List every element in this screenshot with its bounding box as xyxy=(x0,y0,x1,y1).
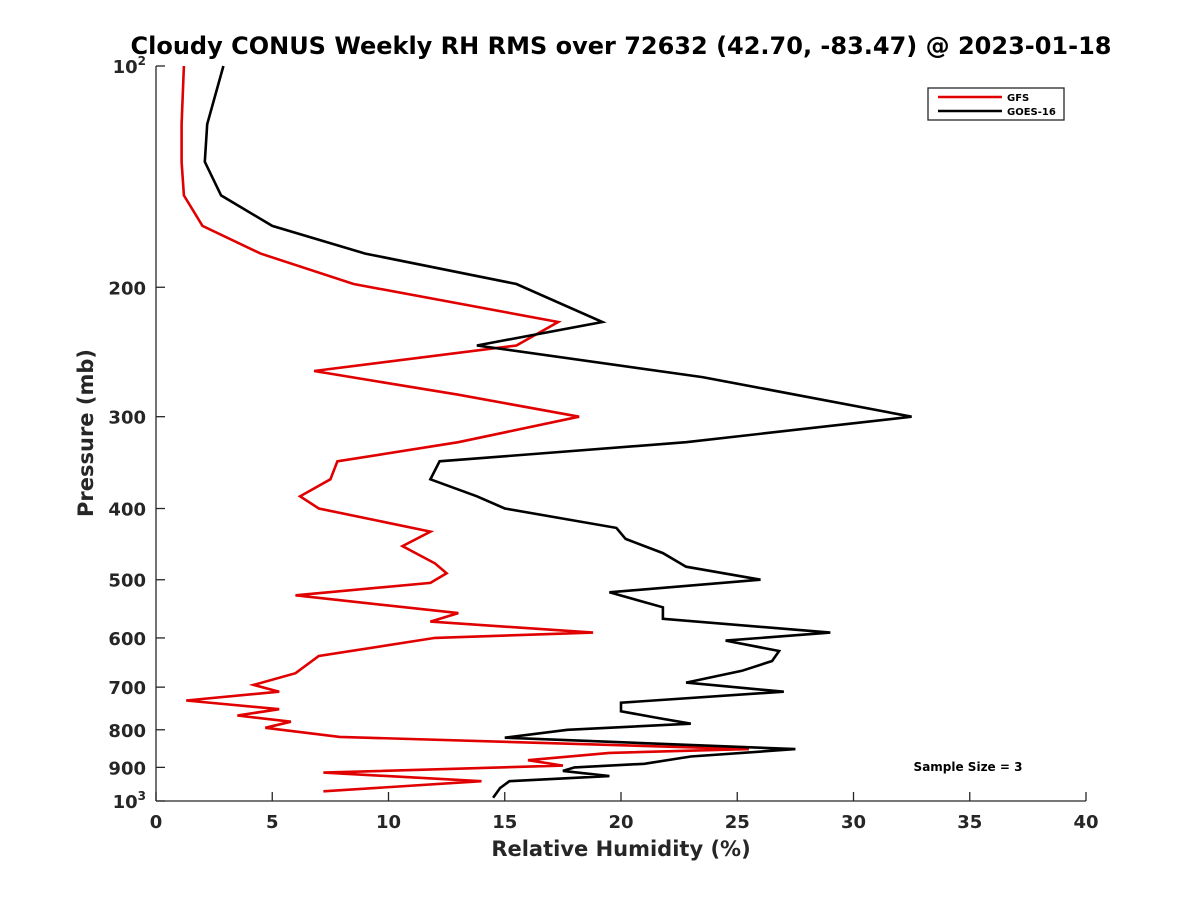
legend: GFS GOES-16 xyxy=(927,87,1065,121)
legend-label: GOES-16 xyxy=(1007,107,1056,118)
x-tick-label: 0 xyxy=(150,812,163,833)
series-lines xyxy=(180,65,912,799)
y-tick-label: 500 xyxy=(108,571,146,592)
x-axis-label: Relative Humidity (%) xyxy=(491,837,750,861)
series-line-goes-16 xyxy=(203,65,912,799)
series-line-gfs xyxy=(180,65,749,793)
y-tick-label: 800 xyxy=(108,721,146,742)
y-tick-label: 600 xyxy=(108,629,146,650)
y-tick-label: 300 xyxy=(108,408,146,429)
y-tick-base: 10 xyxy=(113,57,138,78)
y-tick-label: 700 xyxy=(108,678,146,699)
x-tick-label: 40 xyxy=(1073,812,1098,833)
x-ticks: 0 5 10 15 20 25 30 35 40 xyxy=(150,792,1099,833)
x-tick-label: 15 xyxy=(492,812,517,833)
x-tick-label: 5 xyxy=(266,812,279,833)
x-tick-label: 25 xyxy=(725,812,750,833)
x-tick-label: 30 xyxy=(841,812,866,833)
x-tick-label: 10 xyxy=(376,812,401,833)
y-tick-label: 900 xyxy=(108,758,146,779)
y-axis-label: Pressure (mb) xyxy=(74,349,98,517)
legend-box xyxy=(927,87,1065,121)
x-tick-label: 20 xyxy=(608,812,633,833)
y-tick-base: 10 xyxy=(113,792,138,813)
chart-title: Cloudy CONUS Weekly RH RMS over 72632 (4… xyxy=(131,32,1112,60)
x-tick-label: 35 xyxy=(957,812,982,833)
y-tick-label: 200 xyxy=(108,278,146,299)
y-tick-exponent: 2 xyxy=(138,54,146,68)
y-tick-label: 102 xyxy=(113,54,146,78)
y-tick-exponent: 3 xyxy=(138,789,146,803)
sample-size-annotation: Sample Size = 3 xyxy=(914,760,1023,774)
y-tick-label: 103 xyxy=(113,789,146,813)
y-tick-label: 400 xyxy=(108,500,146,521)
legend-label: GFS xyxy=(1007,93,1029,104)
